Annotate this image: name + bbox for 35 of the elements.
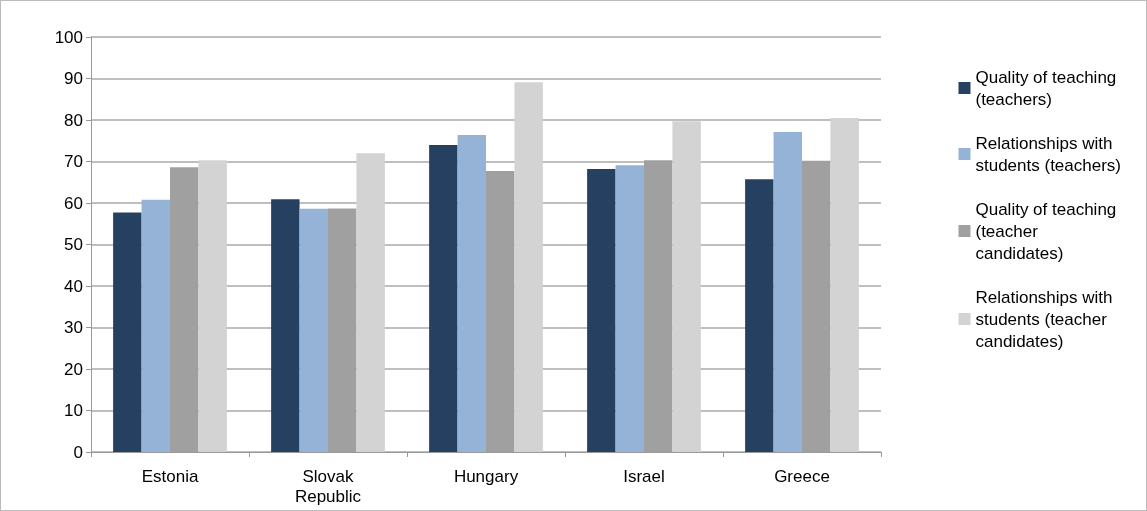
legend-label: Quality of teaching (teacher candidates) [975,199,1117,263]
x-tick-label: Greece [774,466,830,486]
legend-label: Relationships with students (teachers) [975,133,1121,175]
y-tick-label: 0 [73,442,83,462]
y-tick-label: 40 [64,276,83,296]
y-tick-label: 70 [64,152,83,171]
y-tick-label: 10 [64,401,83,420]
bar [514,82,543,452]
bar [429,144,458,452]
y-tick-label: 90 [64,69,83,88]
x-tick-label: Israel [623,466,665,486]
y-tick-label: 60 [64,193,83,213]
y-tick-label: 20 [64,359,83,379]
y-tick-label: 50 [64,235,83,254]
x-tick-label: Estonia [141,466,199,486]
bar [113,212,142,452]
bar [773,132,802,452]
y-tick-label: 80 [64,110,83,130]
bar [271,199,300,452]
bar [587,168,616,452]
y-tick-label: 30 [64,318,83,337]
bar [356,153,385,452]
x-tick-label: Hungary [453,466,519,486]
bar [457,134,486,452]
bar [672,121,701,452]
bar [141,199,170,452]
legend-label: Quality of teaching (teachers) [975,67,1117,109]
x-tick-label: Slovak Republic [294,466,362,506]
bar [615,165,644,452]
bar [830,117,859,452]
y-tick-label: 100 [54,27,83,47]
legend-label: Relationships with students (teacher candidates) [975,287,1113,351]
bar [198,160,227,452]
bar [745,179,774,452]
bar [299,208,328,452]
